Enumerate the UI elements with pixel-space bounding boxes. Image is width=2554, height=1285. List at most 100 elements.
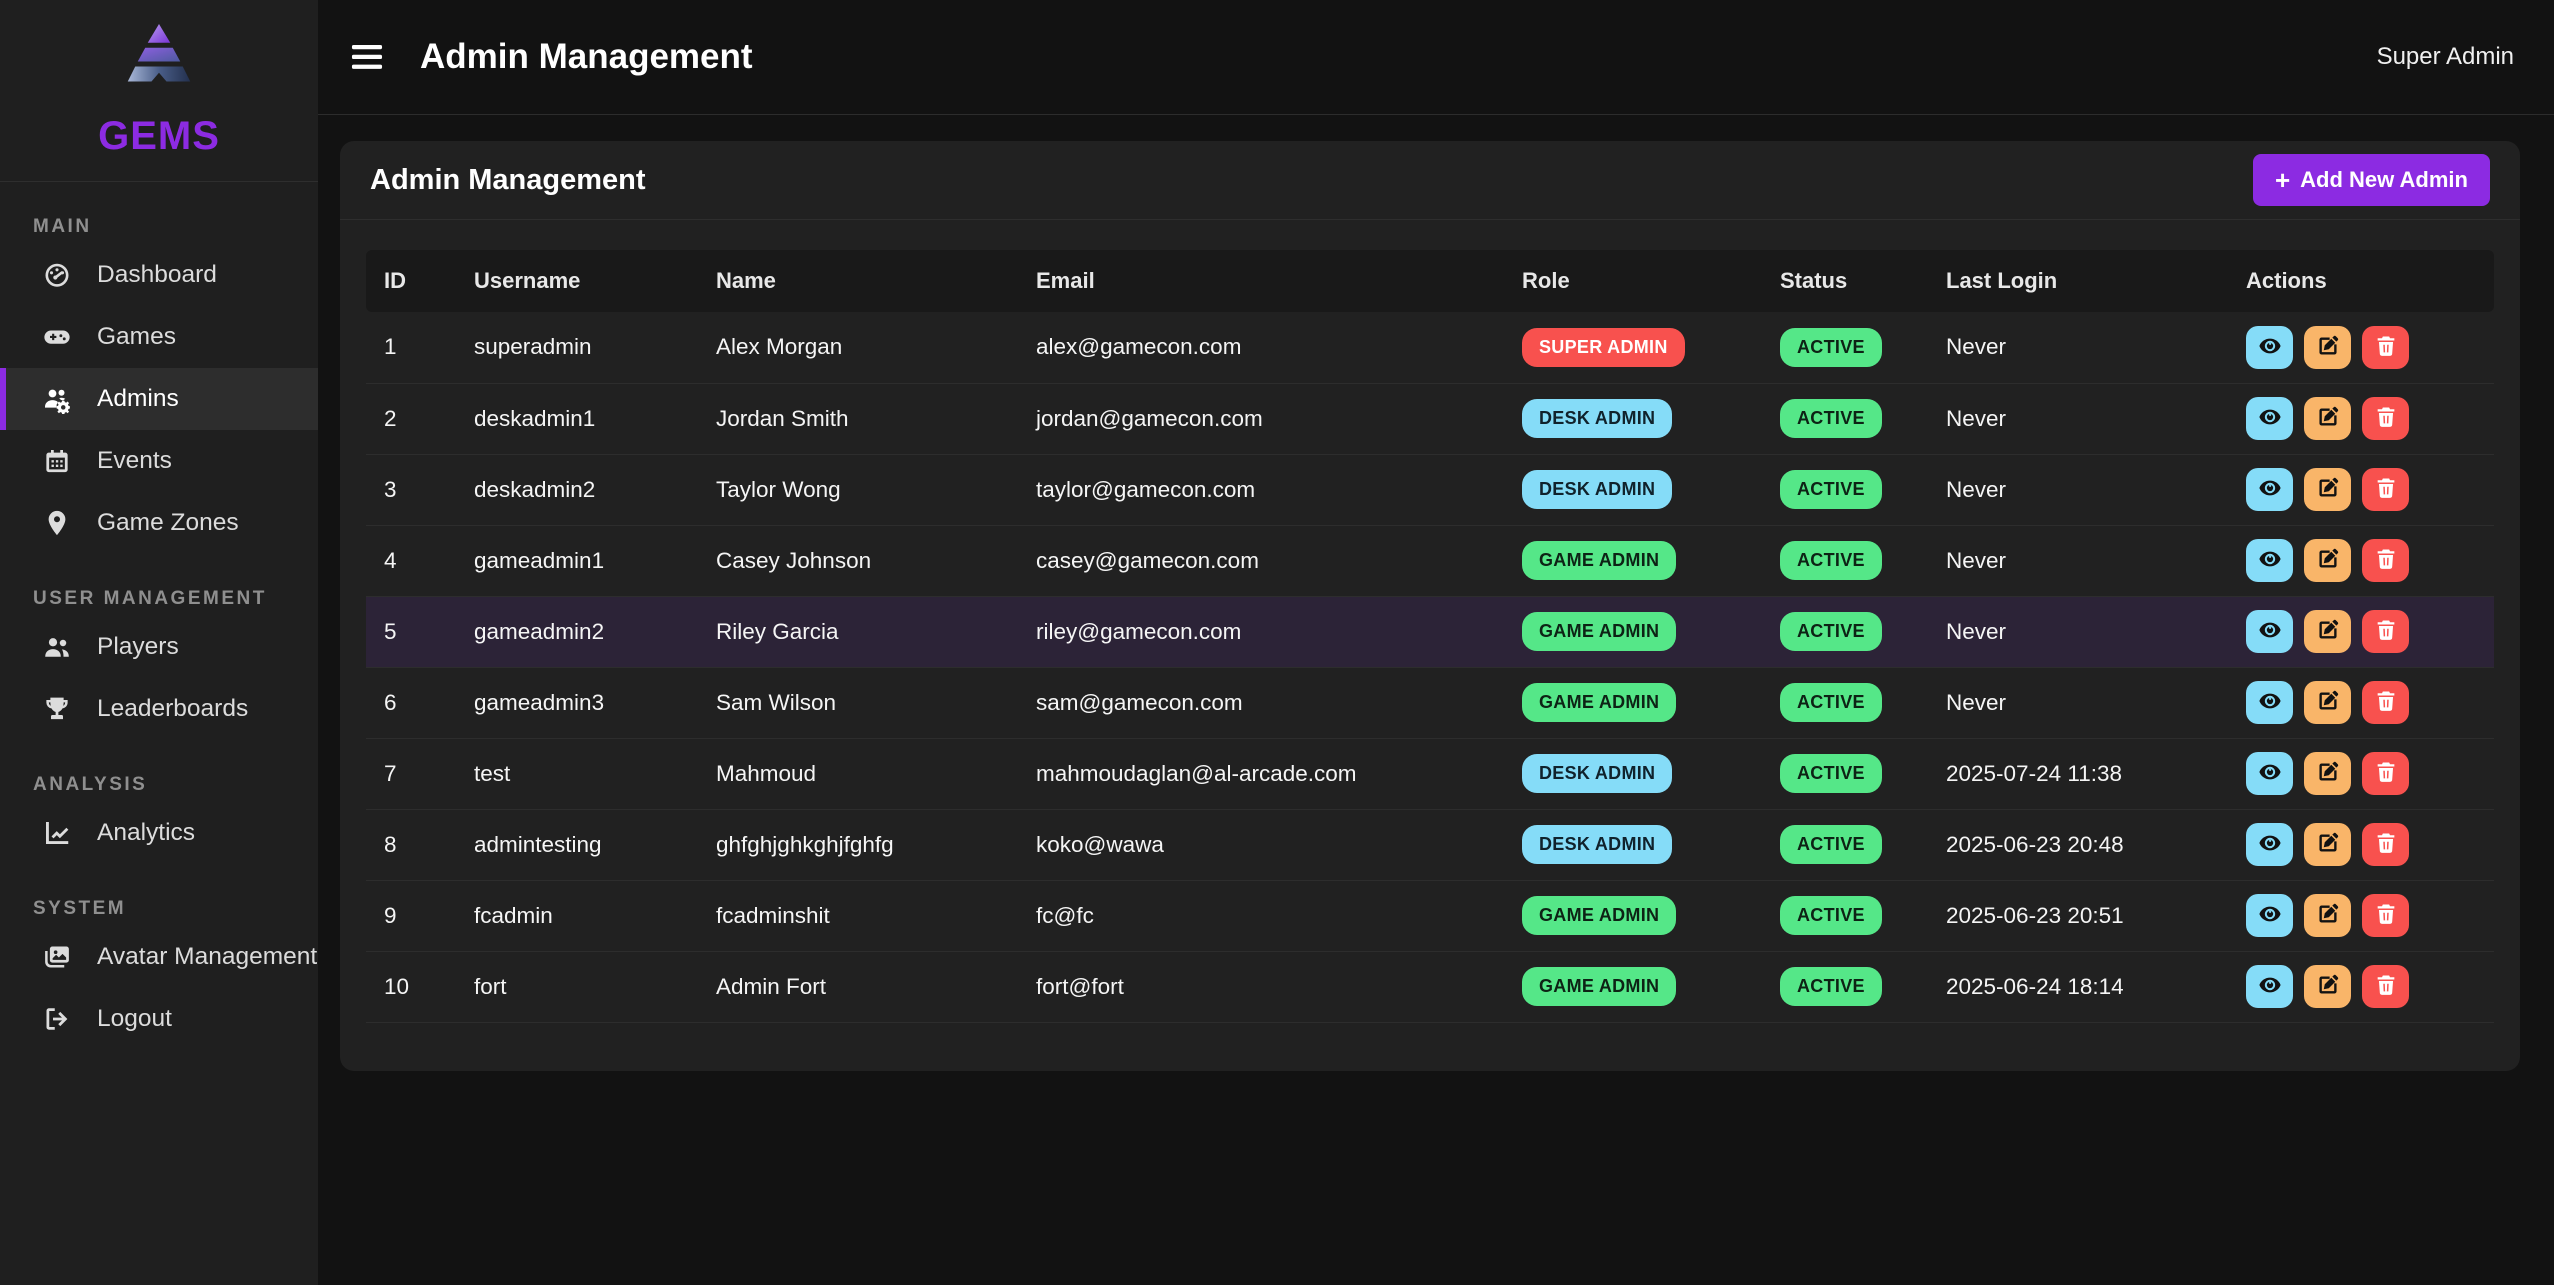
status-badge: ACTIVE [1780,470,1882,509]
delete-button[interactable] [2362,965,2409,1008]
view-button[interactable] [2246,610,2293,653]
role-badge: GAME ADMIN [1522,683,1677,722]
view-button[interactable] [2246,894,2293,937]
edit-button[interactable] [2304,752,2351,795]
edit-button[interactable] [2304,468,2351,511]
cell-status: ACTIVE [1762,454,1928,526]
gamepad-icon [42,322,72,352]
sidebar-item-label: Game Zones [97,509,239,536]
edit-button[interactable] [2304,610,2351,653]
cell-actions [2228,525,2494,597]
cell-name: Admin Fort [698,951,1018,1023]
col-header-name: Name [698,250,1018,312]
table-row-fcadmin: 9 fcadmin fcadminshit fc@fc GAME ADMIN ACTIVE… [366,880,2494,952]
location-pin-icon [42,508,72,538]
cell-status: ACTIVE [1762,596,1928,668]
edit-button[interactable] [2304,397,2351,440]
role-badge: DESK ADMIN [1522,470,1673,509]
trash-icon [2373,972,2399,1001]
delete-button[interactable] [2362,894,2409,937]
delete-button[interactable] [2362,325,2409,369]
delete-button[interactable] [2362,539,2409,582]
view-button[interactable] [2246,325,2293,369]
cell-username: deskadmin1 [456,383,698,455]
sidebar-item-label: Avatar Management [97,943,318,970]
cell-status: ACTIVE [1762,809,1928,881]
cell-username: fcadmin [456,880,698,952]
logo-text: GEMS [98,114,220,158]
card-title: Admin Management [370,163,646,196]
cell-status: ACTIVE [1762,738,1928,810]
table-header-row: ID Username Name Email Role Status Last … [366,250,2494,312]
table-row-gameadmin2: 5 gameadmin2 Riley Garcia riley@gamecon.com… [366,596,2494,668]
sidebar-item-players[interactable]: Players [0,616,318,678]
cell-last-login: 2025-06-23 20:51 [1928,880,2228,952]
trash-icon [2373,759,2399,788]
sidebar-item-analytics[interactable]: Analytics [0,802,318,864]
delete-button[interactable] [2362,468,2409,511]
view-button[interactable] [2246,965,2293,1008]
edit-button[interactable] [2304,325,2351,369]
sidebar-item-admins[interactable]: Admins [0,368,318,430]
role-badge: DESK ADMIN [1522,754,1673,793]
cell-email: mahmoudaglan@al-arcade.com [1018,738,1504,810]
add-new-admin-button[interactable]: + Add New Admin [2252,154,2490,206]
cell-id: 10 [366,951,456,1023]
view-button[interactable] [2246,823,2293,866]
cell-username: gameadmin2 [456,596,698,668]
cell-last-login: Never [1928,525,2228,597]
cell-name: Riley Garcia [698,596,1018,668]
view-button[interactable] [2246,752,2293,795]
cell-name: Alex Morgan [698,312,1018,384]
nav-section-label-main: MAIN [33,216,92,237]
delete-button[interactable] [2362,681,2409,724]
cell-id: 2 [366,383,456,455]
sidebar-item-events[interactable]: Events [0,430,318,492]
status-badge: ACTIVE [1780,967,1882,1006]
chart-line-icon [42,818,72,848]
hamburger-icon [351,44,383,69]
view-button[interactable] [2246,681,2293,724]
view-button[interactable] [2246,539,2293,582]
col-header-username: Username [456,250,698,312]
role-badge: SUPER ADMIN [1522,327,1685,367]
delete-button[interactable] [2362,397,2409,440]
delete-button[interactable] [2362,823,2409,866]
edit-button[interactable] [2304,681,2351,724]
role-badge: GAME ADMIN [1522,541,1677,580]
edit-icon [2315,830,2341,859]
sidebar-nav: MAIN Dashboard Games Admins Events Game Zones… [0,182,318,1050]
cell-id: 4 [366,525,456,597]
menu-toggle-button[interactable] [348,36,390,78]
topbar: Admin Management Super Admin [318,0,2554,115]
trash-icon [2373,546,2399,575]
sidebar-item-leaderboards[interactable]: Leaderboards [0,678,318,740]
sidebar-item-logout[interactable]: Logout [0,988,318,1050]
edit-button[interactable] [2304,823,2351,866]
page-title: Admin Management [420,37,753,76]
sidebar-item-avatar-management[interactable]: Avatar Management [0,926,318,988]
delete-button[interactable] [2362,610,2409,653]
edit-button[interactable] [2304,965,2351,1008]
delete-button[interactable] [2362,752,2409,795]
edit-button[interactable] [2304,539,2351,582]
edit-button[interactable] [2304,894,2351,937]
eye-icon [2257,404,2283,433]
view-button[interactable] [2246,468,2293,511]
edit-icon [2315,404,2341,433]
sidebar-item-games[interactable]: Games [0,306,318,368]
cell-email: casey@gamecon.com [1018,525,1504,597]
trash-icon [2373,617,2399,646]
sidebar-item-label: Dashboard [97,261,217,288]
cell-last-login: Never [1928,312,2228,384]
view-button[interactable] [2246,397,2293,440]
sidebar-item-game-zones[interactable]: Game Zones [0,492,318,554]
cell-role: GAME ADMIN [1504,525,1762,597]
cell-status: ACTIVE [1762,667,1928,739]
col-header-email: Email [1018,250,1504,312]
cell-status: ACTIVE [1762,383,1928,455]
sidebar-item-dashboard[interactable]: Dashboard [0,244,318,306]
cell-id: 6 [366,667,456,739]
role-badge: GAME ADMIN [1522,967,1677,1006]
